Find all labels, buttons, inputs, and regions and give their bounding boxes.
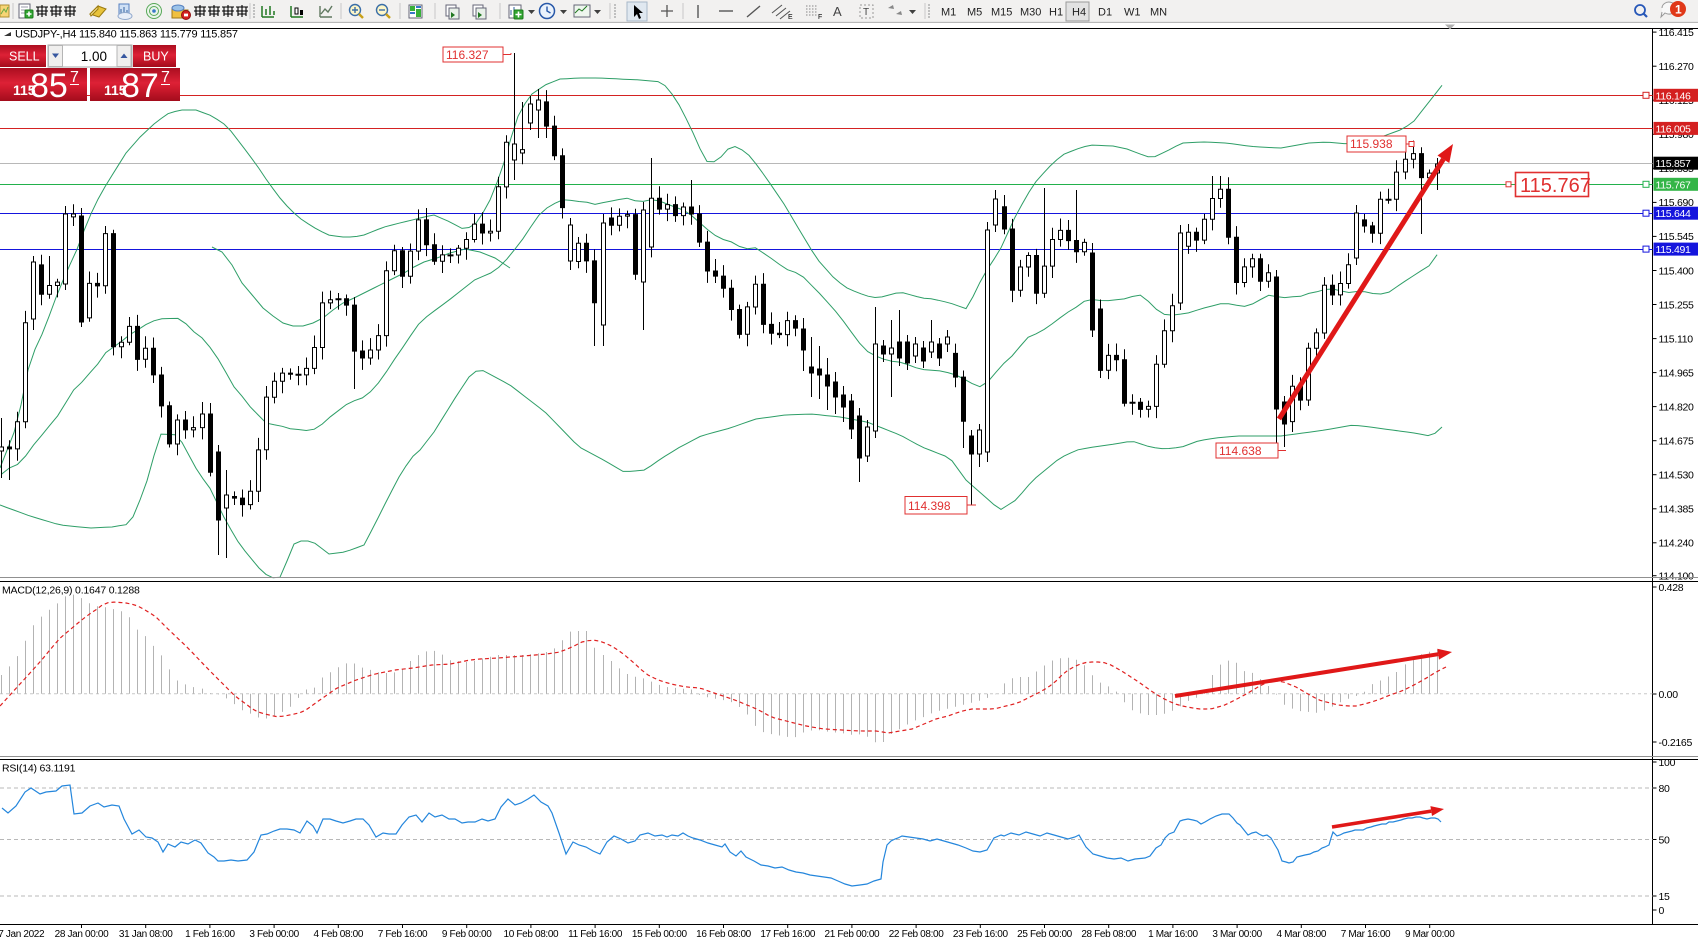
svg-text:7 Feb 16:00: 7 Feb 16:00 bbox=[378, 929, 428, 940]
svg-text:MN: MN bbox=[1150, 7, 1167, 19]
svg-text:116.415: 116.415 bbox=[1659, 27, 1695, 39]
svg-text:114.638: 114.638 bbox=[1219, 444, 1262, 458]
svg-text:22 Feb 08:00: 22 Feb 08:00 bbox=[889, 929, 945, 940]
svg-text:USDJPY-,H4 115.840 115.863 11: USDJPY-,H4 115.840 115.863 115.779 115.8… bbox=[15, 29, 238, 41]
svg-text:4 Mar 08:00: 4 Mar 08:00 bbox=[1277, 929, 1327, 940]
svg-text:9 Mar 00:00: 9 Mar 00:00 bbox=[1405, 929, 1455, 940]
svg-text:16 Feb 08:00: 16 Feb 08:00 bbox=[696, 929, 752, 940]
svg-text:7: 7 bbox=[70, 69, 79, 86]
svg-text:3 Mar 00:00: 3 Mar 00:00 bbox=[1212, 929, 1262, 940]
svg-text:116.327: 116.327 bbox=[446, 48, 489, 62]
svg-text:115: 115 bbox=[13, 82, 36, 98]
svg-text:11 Feb 16:00: 11 Feb 16:00 bbox=[568, 929, 623, 940]
svg-text:114.385: 114.385 bbox=[1659, 504, 1695, 516]
svg-text:M30: M30 bbox=[1020, 7, 1041, 19]
svg-text:4 Feb 08:00: 4 Feb 08:00 bbox=[314, 929, 364, 940]
svg-text:9 Feb 00:00: 9 Feb 00:00 bbox=[442, 929, 492, 940]
svg-text:10 Feb 08:00: 10 Feb 08:00 bbox=[504, 929, 560, 940]
svg-text:25 Feb 00:00: 25 Feb 00:00 bbox=[1017, 929, 1073, 940]
svg-text:115.400: 115.400 bbox=[1659, 265, 1695, 277]
svg-text:15 Feb 00:00: 15 Feb 00:00 bbox=[632, 929, 688, 940]
svg-text:100: 100 bbox=[1659, 757, 1676, 769]
svg-text:F: F bbox=[818, 14, 822, 21]
svg-text:0.428: 0.428 bbox=[1659, 582, 1684, 594]
svg-text:1 Feb 16:00: 1 Feb 16:00 bbox=[185, 929, 235, 940]
svg-text:M1: M1 bbox=[941, 7, 956, 19]
svg-text:115.767: 115.767 bbox=[1520, 175, 1591, 197]
svg-text:-0.2165: -0.2165 bbox=[1659, 737, 1693, 749]
svg-text:114.965: 114.965 bbox=[1659, 367, 1695, 379]
svg-text:RSI(14) 63.1191: RSI(14) 63.1191 bbox=[2, 763, 76, 775]
svg-text:115.938: 115.938 bbox=[1350, 137, 1393, 151]
svg-text:7 Mar 16:00: 7 Mar 16:00 bbox=[1341, 929, 1391, 940]
svg-text:115: 115 bbox=[104, 82, 127, 98]
svg-text:1 Mar 16:00: 1 Mar 16:00 bbox=[1148, 929, 1198, 940]
svg-text:7: 7 bbox=[161, 69, 170, 86]
svg-text:114.100: 114.100 bbox=[1659, 571, 1695, 583]
svg-text:115.545: 115.545 bbox=[1659, 231, 1695, 243]
svg-text:114.240: 114.240 bbox=[1659, 538, 1695, 550]
svg-text:114.398: 114.398 bbox=[908, 499, 951, 513]
svg-text:28 Jan 00:00: 28 Jan 00:00 bbox=[55, 929, 109, 940]
svg-text:M15: M15 bbox=[991, 7, 1012, 19]
svg-text:0.00: 0.00 bbox=[1659, 689, 1679, 701]
svg-text:28 Feb 08:00: 28 Feb 08:00 bbox=[1081, 929, 1137, 940]
svg-text:116.146: 116.146 bbox=[1656, 90, 1692, 102]
svg-text:115.644: 115.644 bbox=[1656, 208, 1692, 220]
svg-text:23 Feb 16:00: 23 Feb 16:00 bbox=[953, 929, 1009, 940]
svg-text:M5: M5 bbox=[967, 7, 982, 19]
svg-text:87: 87 bbox=[121, 67, 159, 105]
svg-text:115.767: 115.767 bbox=[1656, 179, 1692, 191]
svg-text:114.820: 114.820 bbox=[1659, 401, 1695, 413]
svg-text:114.675: 114.675 bbox=[1659, 436, 1695, 448]
svg-text:MACD(12,26,9) 0.1647 0.1288: MACD(12,26,9) 0.1647 0.1288 bbox=[2, 585, 140, 597]
svg-text:116.005: 116.005 bbox=[1656, 123, 1692, 135]
svg-text:21 Feb 00:00: 21 Feb 00:00 bbox=[825, 929, 881, 940]
svg-text:0: 0 bbox=[1659, 905, 1665, 917]
svg-text:3 Feb 00:00: 3 Feb 00:00 bbox=[249, 929, 299, 940]
svg-text:H4: H4 bbox=[1072, 7, 1086, 19]
svg-text:114.530: 114.530 bbox=[1659, 470, 1695, 482]
svg-text:27 Jan 2022: 27 Jan 2022 bbox=[0, 929, 45, 940]
svg-text:115.255: 115.255 bbox=[1659, 299, 1695, 311]
svg-text:E: E bbox=[788, 14, 793, 21]
svg-text:D1: D1 bbox=[1098, 7, 1112, 19]
svg-text:50: 50 bbox=[1659, 834, 1671, 846]
svg-text:115.110: 115.110 bbox=[1659, 333, 1694, 345]
svg-text:H1: H1 bbox=[1049, 7, 1063, 19]
svg-text:T: T bbox=[863, 7, 869, 18]
svg-text:115.690: 115.690 bbox=[1659, 197, 1695, 209]
svg-text:115.857: 115.857 bbox=[1656, 158, 1692, 170]
svg-text:17 Feb 16:00: 17 Feb 16:00 bbox=[760, 929, 816, 940]
svg-text:80: 80 bbox=[1659, 783, 1671, 795]
svg-text:BUY: BUY bbox=[143, 50, 169, 64]
svg-text:1: 1 bbox=[1675, 3, 1682, 17]
svg-text:W1: W1 bbox=[1124, 7, 1141, 19]
svg-text:A: A bbox=[833, 4, 842, 19]
svg-text:1.00: 1.00 bbox=[81, 49, 107, 64]
svg-text:116.270: 116.270 bbox=[1659, 61, 1695, 73]
svg-text:85: 85 bbox=[30, 67, 68, 105]
svg-text:15: 15 bbox=[1659, 891, 1671, 903]
svg-text:31 Jan 08:00: 31 Jan 08:00 bbox=[119, 929, 173, 940]
svg-text:115.491: 115.491 bbox=[1656, 244, 1692, 256]
svg-text:SELL: SELL bbox=[9, 50, 40, 64]
